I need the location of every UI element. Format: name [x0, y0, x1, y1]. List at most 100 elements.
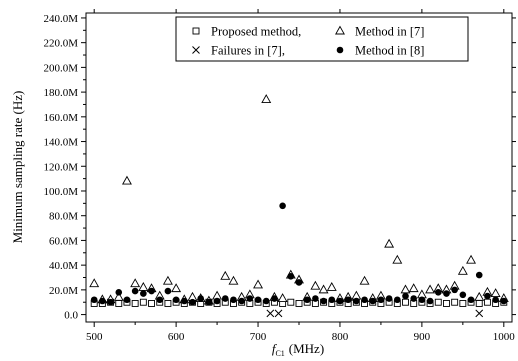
x-tick-label: 500 [86, 331, 103, 343]
y-tick-label: 140.0M [43, 137, 78, 149]
data-point [425, 284, 436, 294]
data-point [189, 298, 196, 306]
data-point [303, 296, 311, 304]
data-point [246, 295, 254, 302]
x-tick-label: 900 [414, 331, 431, 343]
data-point [181, 297, 188, 305]
x-axis-subscript: C1 [275, 349, 284, 358]
data-point [213, 297, 221, 305]
data-point [262, 297, 270, 305]
legend-label: Method in [7] [355, 25, 424, 39]
data-point [457, 265, 468, 275]
data-point [164, 287, 172, 295]
data-point [318, 284, 329, 294]
data-point [467, 296, 475, 304]
series-filled-circle [90, 202, 508, 306]
data-point [139, 298, 147, 306]
series-open-square [90, 298, 508, 307]
data-point [490, 288, 501, 298]
data-point [228, 275, 239, 285]
data-point [312, 295, 319, 302]
x-axis-unit: (MHz) [289, 341, 324, 356]
y-tick-label: 100.0M [43, 186, 78, 198]
series-open-triangle [89, 94, 509, 305]
data-point [434, 289, 442, 296]
data-point [254, 296, 262, 304]
data-point [408, 283, 419, 293]
series-x [266, 309, 484, 318]
y-tick-label: 40.0M [49, 260, 78, 272]
data-point [443, 300, 450, 307]
data-point [402, 292, 409, 300]
data-point [271, 295, 278, 302]
y-tick-label: 0.0 [64, 310, 78, 322]
data-point [266, 309, 275, 318]
x-tick-label: 800 [332, 331, 349, 343]
data-point [394, 296, 401, 304]
data-point [475, 309, 484, 318]
data-point [418, 296, 426, 304]
data-point [459, 300, 467, 307]
data-point [443, 290, 450, 297]
data-point [287, 272, 295, 280]
data-point [492, 296, 499, 304]
data-point [320, 297, 327, 305]
data-point [410, 295, 417, 302]
data-point [295, 279, 303, 286]
legend: Proposed method, Method in [7] Failures in… [175, 16, 469, 62]
data-point [115, 300, 123, 307]
legend-marker [192, 27, 200, 35]
legend-marker [336, 46, 344, 54]
data-point [156, 296, 164, 304]
data-point [230, 296, 237, 304]
data-point [130, 278, 141, 288]
data-point [426, 297, 434, 305]
data-point [466, 254, 477, 264]
data-point [434, 298, 442, 306]
data-point [451, 298, 459, 306]
data-marks [89, 94, 509, 318]
data-point [359, 275, 370, 285]
legend-marker [335, 25, 345, 35]
data-point [274, 309, 283, 318]
x-axis-label: fC1 (MHz) [272, 341, 324, 358]
data-point [392, 254, 403, 264]
x-tick-label: 700 [250, 331, 267, 343]
data-point [113, 291, 124, 301]
data-point [385, 295, 393, 302]
x-axis-symbol: f [272, 341, 278, 356]
data-point [205, 298, 213, 306]
x-tick-label: 1000 [493, 331, 516, 343]
data-point [89, 278, 100, 288]
y-tick-label: 180.0M [43, 87, 78, 99]
data-point [277, 293, 288, 302]
y-tick-label: 240.0M [43, 13, 78, 25]
data-point [115, 289, 123, 296]
data-point [500, 297, 508, 305]
data-point [162, 275, 173, 285]
data-point [451, 286, 458, 294]
y-tick-label: 80.0M [49, 211, 78, 223]
data-point [121, 175, 132, 185]
data-point [295, 300, 303, 307]
data-point [220, 270, 231, 280]
legend-label: Method in [8] [355, 44, 424, 58]
data-point [107, 298, 114, 306]
data-point [197, 295, 204, 302]
data-point [123, 296, 131, 304]
data-point [336, 297, 344, 305]
data-point [384, 238, 395, 248]
data-point [459, 291, 467, 299]
data-point [310, 280, 321, 290]
data-point [148, 287, 155, 295]
data-point [402, 298, 409, 306]
data-point [483, 298, 491, 306]
data-point [328, 296, 336, 304]
data-point [171, 283, 182, 293]
y-tick-label: 200.0M [43, 62, 78, 74]
y-tick-label: 120.0M [43, 161, 78, 173]
legend-label: Failures in [7], [211, 44, 285, 58]
y-tick-label: 220.0M [43, 38, 78, 50]
y-tick-label: 20.0M [49, 285, 78, 297]
